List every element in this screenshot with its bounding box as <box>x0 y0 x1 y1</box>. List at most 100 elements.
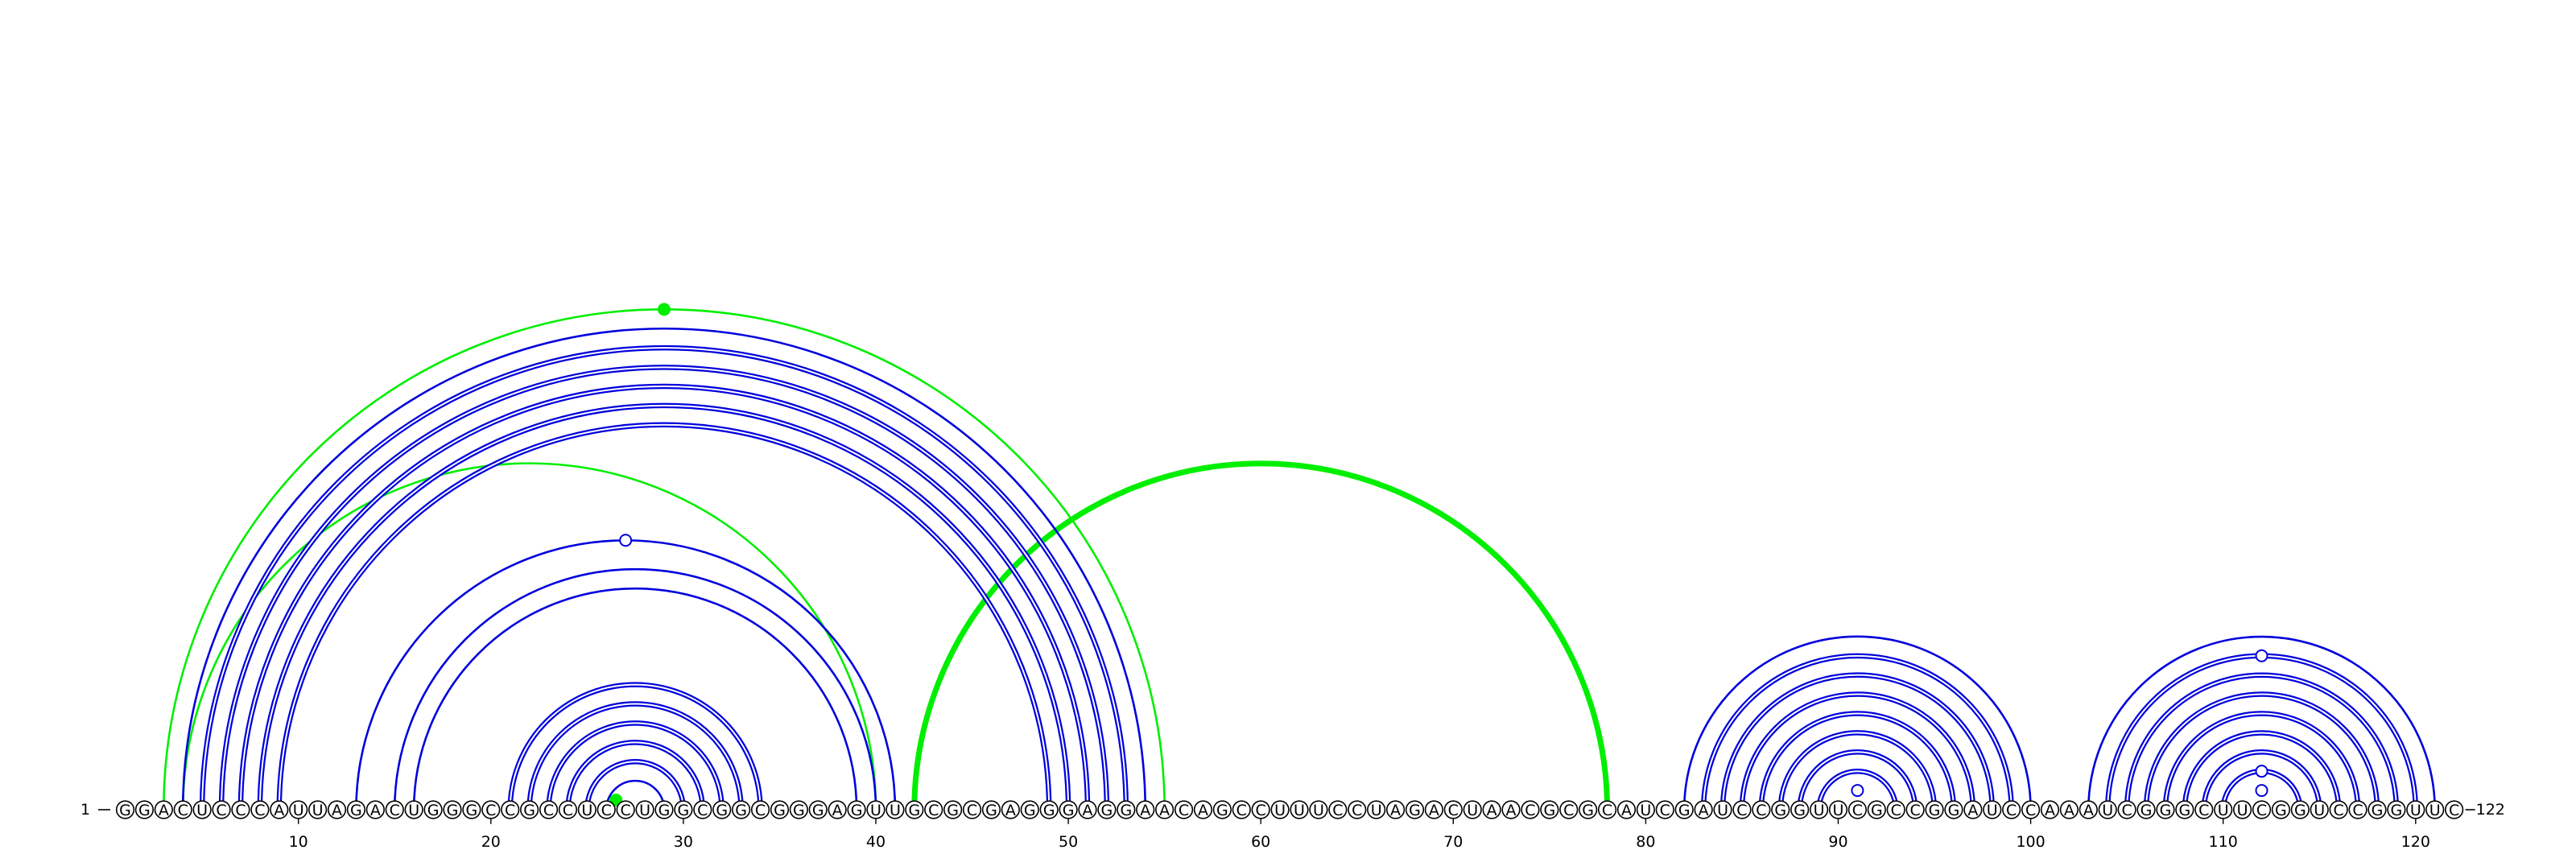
nucleotide: A <box>270 800 289 819</box>
nucleotide-circle <box>1501 800 1521 819</box>
nucleotide-circle <box>1867 800 1886 819</box>
nucleotide-letter: G <box>1871 802 1883 819</box>
nucleotide-letter: A <box>274 802 284 819</box>
arc-gap <box>1703 654 2013 811</box>
nucleotide-letter: G <box>427 802 440 819</box>
nucleotide: U <box>1636 800 1655 819</box>
arc-gap <box>2164 712 2359 811</box>
nucleotide: U <box>866 800 886 819</box>
nucleotide-letter: C <box>2352 802 2363 819</box>
nucleotide-circle <box>443 800 462 819</box>
nucleotide-circle <box>1732 800 1752 819</box>
nucleotide-circle <box>2425 800 2445 819</box>
nucleotide-circle <box>2252 800 2272 819</box>
nucleotide-letter: U <box>2237 802 2248 819</box>
nucleotide: C <box>1655 800 1674 819</box>
nucleotide: C <box>1174 800 1194 819</box>
nucleotide-circle <box>1905 800 1925 819</box>
nucleotide: G <box>981 800 1001 819</box>
nucleotide: G <box>346 800 366 819</box>
base-pair-arc <box>605 779 666 811</box>
nucleotide-letter: C <box>216 802 226 819</box>
nucleotide-circle <box>270 800 289 819</box>
nucleotide-circle <box>308 800 328 819</box>
nucleotide: U <box>192 800 212 819</box>
nucleotide-circle <box>2175 800 2194 819</box>
nucleotide-letter: U <box>2102 802 2113 819</box>
nucleotide-circle <box>2310 800 2329 819</box>
arc-gap <box>2126 674 2397 811</box>
nucleotide-circle <box>1925 800 1944 819</box>
nucleotide-letter: C <box>1236 802 1247 819</box>
nucleotide-circle <box>154 800 173 819</box>
nucleotide-circle <box>1290 800 1309 819</box>
nucleotide-letter: G <box>1543 802 1555 819</box>
nucleotide: U <box>1367 800 1386 819</box>
nucleotide: C <box>250 800 270 819</box>
nucleotide: G <box>1674 800 1694 819</box>
nucleotide-letter: U <box>196 802 208 819</box>
nucleotide: G <box>1097 800 1117 819</box>
nucleotide-circle <box>1983 800 2002 819</box>
nucleotide-circle <box>2040 800 2060 819</box>
nucleotide-circle <box>1078 800 1097 819</box>
nucleotide-circle <box>173 800 192 819</box>
base-pair-arc <box>199 344 1129 811</box>
filled-marker <box>609 794 623 807</box>
tick-label: 110 <box>2209 833 2238 851</box>
nucleotide-letter: U <box>1294 802 1305 819</box>
nucleotide-letter: G <box>1216 802 1228 819</box>
nucleotide-circle <box>1674 800 1694 819</box>
nucleotide-letter: C <box>2025 802 2036 819</box>
nucleotide-circle <box>115 800 135 819</box>
open-marker <box>619 534 633 547</box>
nucleotide: G <box>2175 800 2194 819</box>
nucleotide-circle <box>2098 800 2117 819</box>
nucleotide-circle <box>847 800 866 819</box>
nucleotide: C <box>1443 800 1463 819</box>
nucleotide: U <box>1270 800 1290 819</box>
nucleotide-circle <box>1020 800 1039 819</box>
nucleotide-letter: G <box>2391 802 2403 819</box>
tick-label: 60 <box>1251 833 1270 851</box>
open-marker <box>2255 649 2268 662</box>
nucleotide: G <box>654 800 674 819</box>
nucleotide: C <box>597 800 616 819</box>
base-pair-arc <box>393 567 877 811</box>
nucleotide-letter: U <box>1371 802 1382 819</box>
nucleotide: U <box>1290 800 1309 819</box>
nucleotide-letter: C <box>1891 802 1901 819</box>
nucleotide: C <box>2117 800 2136 819</box>
nucleotide-letter: C <box>928 802 939 819</box>
nucleotide: C <box>2348 800 2368 819</box>
nucleotide-circle <box>693 800 712 819</box>
noncanonical-arc <box>911 460 1611 811</box>
nucleotide-circle <box>1385 800 1406 819</box>
nucleotide: U <box>404 800 423 819</box>
nucleotide: C <box>2252 800 2272 819</box>
nucleotide: C <box>501 800 520 819</box>
nucleotide-circle <box>1616 800 1637 819</box>
nucleotide: G <box>520 800 539 819</box>
nucleotide: G <box>1212 800 1232 819</box>
arc-gap <box>1818 770 1897 811</box>
base-pair-arc <box>218 364 1110 811</box>
nucleotide-circle <box>134 800 155 819</box>
arc-markers <box>609 303 2268 807</box>
nucleotide: U <box>577 800 597 819</box>
nucleotide-circle <box>1039 800 1059 819</box>
nucleotide: C <box>1348 800 1367 819</box>
nucleotide: C <box>2021 800 2041 819</box>
nucleotide-letter: C <box>1602 802 1612 819</box>
nucleotide: A <box>1155 800 1174 819</box>
nucleotide: U <box>2233 800 2252 819</box>
nucleotide-circle <box>1655 800 1674 819</box>
nucleotide-circle <box>1001 800 1020 819</box>
nucleotide: G <box>712 800 732 819</box>
arc-gap <box>258 404 1070 811</box>
nucleotide-letter: C <box>178 802 188 819</box>
nucleotide-letter: C <box>1448 802 1459 819</box>
nucleotide-letter: G <box>678 802 690 819</box>
nucleotide: A <box>2040 800 2060 819</box>
nucleotide-circle <box>2194 800 2214 819</box>
